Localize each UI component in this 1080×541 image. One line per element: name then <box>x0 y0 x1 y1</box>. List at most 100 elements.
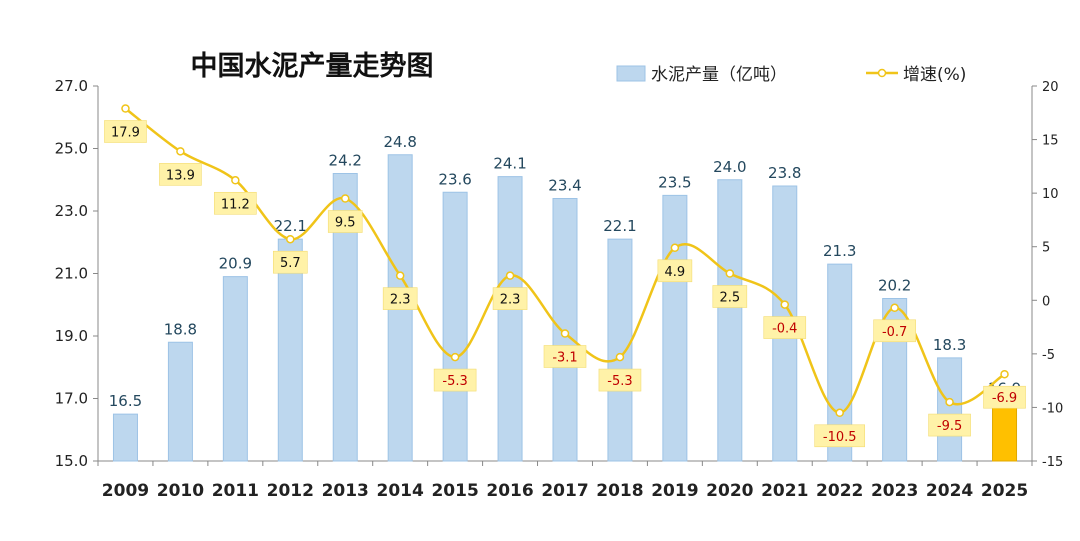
x-tick-label: 2025 <box>981 481 1028 501</box>
bar-value-label: 24.2 <box>329 152 362 170</box>
growth-point <box>725 269 735 278</box>
growth-label-box <box>104 120 147 143</box>
growth-point <box>505 271 515 280</box>
x-tick-label: 2009 <box>102 481 149 501</box>
growth-value-label: 2.5 <box>719 291 740 306</box>
growth-point <box>340 194 350 203</box>
growth-label-box <box>492 287 528 310</box>
growth-value-label: -0.7 <box>882 325 907 340</box>
growth-data-labels: 17.9 13.9 11.2 5.7 9.5 2.3 -5.3 2.3 -3.1 -5.3 4.9 2… <box>104 120 1026 448</box>
growth-point <box>945 397 954 407</box>
legend-bar-label: 水泥产量（亿吨） <box>651 65 787 85</box>
x-tick-label: 2016 <box>486 481 533 501</box>
bar-value-label: 21.3 <box>823 242 856 260</box>
growth-value-label: 11.2 <box>221 197 250 212</box>
growth-label-box <box>159 163 202 186</box>
x-tick-label: 2011 <box>212 481 259 501</box>
x-axis-ticks: 2009 2010 2011 2012 2013 2014 2015 2016 2017 2018… <box>97 461 1033 501</box>
right-tick-label: 15 <box>1042 134 1059 149</box>
right-tick-label: -15 <box>1042 455 1063 470</box>
growth-point <box>835 408 844 418</box>
growth-label-box <box>712 285 748 308</box>
left-axis-ticks: 15.0 17.0 19.0 21.0 23.0 25.0 27.0 <box>55 77 98 470</box>
growth-label-box <box>873 319 916 343</box>
growth-value-label: 9.5 <box>335 216 356 231</box>
bar-value-label: 23.6 <box>438 170 471 188</box>
bar <box>717 179 743 462</box>
x-tick-label: 2020 <box>706 481 753 501</box>
left-tick-label: 17.0 <box>55 390 88 408</box>
right-axis-ticks: -15 -10 -5 0 5 10 15 20 <box>1032 80 1063 470</box>
growth-value-label: 2.3 <box>500 293 521 308</box>
growth-point <box>615 352 625 362</box>
bar-value-label: 20.2 <box>878 277 911 295</box>
growth-label-box <box>598 368 642 392</box>
bar <box>662 194 688 462</box>
growth-value-label: -5.3 <box>442 374 467 389</box>
x-tick-label: 2024 <box>926 481 973 501</box>
x-tick-label: 2017 <box>541 481 588 501</box>
bar-value-label: 20.9 <box>219 255 252 273</box>
bar-value-label: 23.4 <box>548 177 581 195</box>
legend-line-marker <box>877 68 887 78</box>
x-tick-label: 2012 <box>267 481 314 501</box>
right-tick-label: -5 <box>1042 348 1055 363</box>
growth-point <box>670 243 680 253</box>
growth-value-label: -10.5 <box>823 430 857 445</box>
growth-value-label: -5.3 <box>607 374 632 389</box>
bar <box>497 176 523 462</box>
bar <box>442 191 468 462</box>
growth-point <box>890 303 899 313</box>
growth-point <box>395 271 405 280</box>
growth-label-box <box>814 424 866 448</box>
right-tick-label: 20 <box>1042 80 1059 95</box>
growth-label-box <box>983 385 1026 409</box>
legend-line-label: 增速(%) <box>903 65 966 85</box>
growth-label-box <box>543 345 587 368</box>
growth-point <box>560 329 570 338</box>
growth-point <box>1000 369 1009 379</box>
growth-value-label: -0.4 <box>772 322 797 337</box>
bar <box>607 238 633 462</box>
bar-value-label: 18.3 <box>933 336 966 354</box>
bar-value-label: 23.8 <box>768 164 801 182</box>
growth-value-label: 17.9 <box>111 126 140 141</box>
x-tick-label: 2018 <box>596 481 643 501</box>
bar-value-label: 24.8 <box>383 133 416 151</box>
x-tick-label: 2014 <box>377 481 424 501</box>
right-tick-label: 10 <box>1042 187 1059 202</box>
right-tick-label: 0 <box>1042 294 1050 309</box>
x-tick-label: 2021 <box>761 481 808 501</box>
growth-point <box>286 234 295 244</box>
bar-value-label: 16.5 <box>109 392 142 410</box>
bar <box>937 357 963 462</box>
bar <box>992 401 1018 462</box>
left-tick-label: 27.0 <box>55 77 88 95</box>
growth-point <box>780 300 790 309</box>
right-tick-label: 5 <box>1042 241 1050 256</box>
left-tick-label: 21.0 <box>55 265 88 283</box>
growth-point <box>121 104 130 113</box>
right-tick-label: -10 <box>1042 401 1063 416</box>
growth-value-label: 2.3 <box>390 293 411 308</box>
legend: 水泥产量（亿吨） 增速(%) <box>616 65 966 85</box>
growth-value-label: -3.1 <box>552 351 577 366</box>
bar-value-label: 18.8 <box>164 320 197 338</box>
x-tick-label: 2010 <box>157 481 204 501</box>
growth-label-box <box>763 316 807 339</box>
bar <box>167 341 193 462</box>
x-tick-label: 2019 <box>651 481 698 501</box>
growth-value-label: 5.7 <box>280 256 301 271</box>
growth-value-label: -6.9 <box>992 391 1017 406</box>
chart-title: 中国水泥产量走势图 <box>191 51 434 82</box>
x-tick-label: 2022 <box>816 481 863 501</box>
growth-label-box <box>433 368 477 392</box>
growth-label-box <box>657 259 693 283</box>
growth-value-label: 4.9 <box>665 265 686 280</box>
x-tick-label: 2013 <box>322 481 369 501</box>
left-tick-label: 23.0 <box>55 202 88 220</box>
x-tick-label: 2023 <box>871 481 918 501</box>
growth-point <box>176 147 185 156</box>
left-tick-label: 25.0 <box>55 140 88 158</box>
